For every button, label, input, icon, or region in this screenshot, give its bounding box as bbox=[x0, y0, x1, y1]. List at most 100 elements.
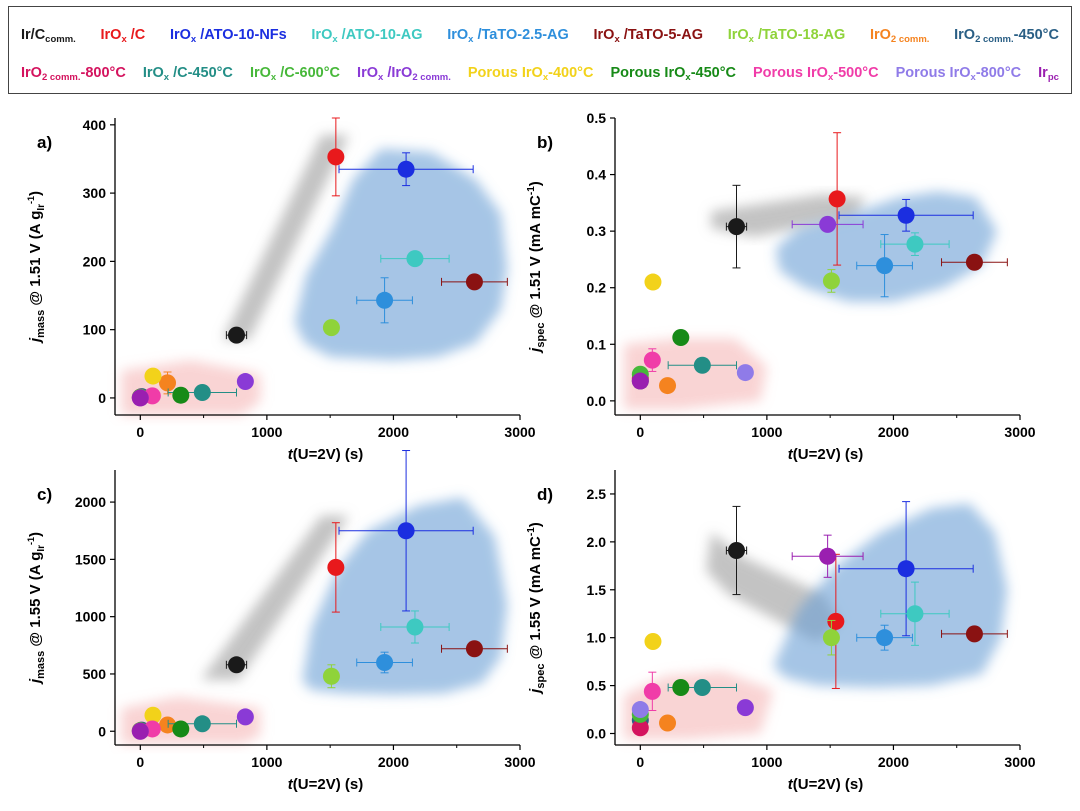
marker-irox_ato_ag bbox=[906, 605, 924, 623]
marker-iro2_comm bbox=[159, 716, 177, 734]
marker-porous_400 bbox=[644, 633, 662, 651]
data-point-iro2_comm bbox=[159, 716, 177, 734]
data-point-porous_500 bbox=[643, 671, 661, 712]
marker-irox_tato18 bbox=[322, 319, 340, 337]
data-point-irox_iro2 bbox=[736, 699, 754, 717]
x-tick-label: 0 bbox=[136, 424, 144, 440]
marker-irox_iro2 bbox=[236, 708, 254, 726]
data-point-iro2_comm bbox=[659, 377, 677, 395]
marker-irc_comm bbox=[228, 656, 245, 674]
data-point-irox_ato_nfs bbox=[838, 198, 974, 232]
y-tick-label: 0.5 bbox=[587, 110, 607, 126]
marker-irox_tato5 bbox=[965, 253, 983, 271]
data-point-irc_comm bbox=[225, 326, 248, 344]
marker-porous_450 bbox=[172, 720, 190, 738]
y-tick-label: 1.5 bbox=[587, 582, 607, 598]
shaded-region bbox=[222, 135, 350, 340]
legend-item-porous_800: Porous IrOx-800°C bbox=[895, 65, 1022, 83]
legend-item-irc_comm: Ir/Ccomm. bbox=[21, 27, 76, 45]
data-point-porous_400 bbox=[644, 633, 662, 651]
y-tick-label: 400 bbox=[83, 117, 107, 133]
y-axis-label: jspec @ 1.55 V (mA mC-1) bbox=[526, 522, 547, 695]
data-point-porous_400 bbox=[144, 367, 162, 385]
marker-irox_c bbox=[327, 148, 345, 166]
data-point-irox_tato18 bbox=[322, 319, 340, 337]
marker-iro2_comm bbox=[659, 377, 677, 395]
data-point-iro2_comm bbox=[659, 714, 677, 732]
data-point-porous_800 bbox=[631, 701, 649, 719]
marker-irox_tato25 bbox=[876, 629, 894, 647]
x-tick-label: 1000 bbox=[751, 754, 782, 770]
data-point-porous_450 bbox=[672, 679, 690, 697]
x-tick-label: 0 bbox=[136, 754, 144, 770]
marker-irox_ato_nfs bbox=[897, 560, 915, 578]
y-tick-label: 0 bbox=[98, 723, 106, 739]
marker-irox_iro2 bbox=[819, 215, 837, 233]
data-point-irox_tato5 bbox=[941, 253, 1008, 271]
marker-irox_iro2 bbox=[736, 699, 754, 717]
marker-iro2_comm bbox=[659, 714, 677, 732]
data-point-irc_comm bbox=[725, 505, 748, 596]
y-tick-label: 0.1 bbox=[587, 336, 607, 352]
data-point-irox_tato5 bbox=[941, 625, 1008, 643]
plot-panel-3: 0 1000 2000 3000 0 500 1000 1500 2000 c) t(U=2V) (… bbox=[26, 450, 536, 793]
plots-layer: 0 1000 2000 3000 0 100 200 300 400 a) t(U=2V) (s) j… bbox=[26, 110, 1036, 793]
data-point-iro2_comm_800 bbox=[631, 719, 649, 737]
data-point-irox_tato25 bbox=[856, 624, 913, 651]
x-tick-label: 3000 bbox=[504, 754, 535, 770]
marker-porous_500 bbox=[643, 351, 661, 369]
marker-irox_tato5 bbox=[465, 273, 483, 291]
y-tick-label: 200 bbox=[83, 253, 107, 269]
panel-label: a) bbox=[37, 133, 52, 152]
y-tick-label: 2.0 bbox=[587, 534, 607, 550]
x-axis-label: t(U=2V) (s) bbox=[788, 776, 863, 793]
data-point-irox_iro2 bbox=[236, 373, 254, 391]
data-point-porous_800 bbox=[736, 364, 754, 382]
data-point-irox_tato18 bbox=[822, 269, 840, 293]
x-tick-label: 1000 bbox=[251, 424, 282, 440]
legend-item-irox_c: IrOx /C bbox=[100, 27, 146, 45]
y-axis-label: jmass @ 1.51 V (A gIr-1) bbox=[26, 191, 47, 344]
plot-panel-1: 0 1000 2000 3000 0 100 200 300 400 a) t(U=2V) (s) j… bbox=[26, 117, 536, 463]
marker-porous_800 bbox=[736, 364, 754, 382]
marker-irox_c bbox=[327, 558, 345, 576]
y-tick-label: 1500 bbox=[75, 551, 106, 567]
data-point-irox_tato18 bbox=[322, 664, 340, 689]
data-point-irox_tato5 bbox=[441, 273, 508, 291]
x-tick-label: 0 bbox=[636, 754, 644, 770]
data-point-irox_tato25 bbox=[856, 234, 913, 298]
marker-ir_pc bbox=[819, 547, 837, 565]
data-point-irox_iro2 bbox=[791, 215, 864, 233]
y-tick-label: 1000 bbox=[75, 609, 106, 625]
marker-irox_tato25 bbox=[376, 291, 394, 309]
data-point-irox_c bbox=[327, 522, 345, 613]
marker-irox_c_450 bbox=[193, 715, 211, 733]
y-tick-label: 0.2 bbox=[587, 280, 607, 296]
legend-item-porous_450: Porous IrOx-450°C bbox=[610, 65, 736, 83]
marker-irox_ato_nfs bbox=[897, 206, 915, 224]
data-point-iro2_comm bbox=[159, 371, 177, 395]
marker-irox_ato_nfs bbox=[397, 522, 415, 540]
marker-irox_ato_ag bbox=[906, 235, 924, 253]
x-axis-label: t(U=2V) (s) bbox=[288, 446, 363, 463]
marker-irox_c bbox=[827, 612, 845, 630]
y-tick-label: 300 bbox=[83, 185, 107, 201]
marker-irc_comm bbox=[228, 326, 245, 344]
marker-irc_comm bbox=[728, 541, 745, 559]
legend-item-irox_tato5: IrOx /TaTO-5-AG bbox=[593, 27, 704, 45]
y-tick-label: 0.0 bbox=[587, 393, 607, 409]
legend-item-irox_iro2: IrOx /IrO2 comm. bbox=[357, 65, 451, 83]
plot-panel-2: 0 1000 2000 3000 0.0 0.1 0.2 0.3 0.4 0.5 b) t(U=2V)… bbox=[526, 110, 1036, 463]
y-tick-label: 0 bbox=[98, 390, 106, 406]
x-tick-label: 3000 bbox=[504, 424, 535, 440]
marker-irox_tato18 bbox=[822, 272, 840, 290]
x-tick-label: 2000 bbox=[378, 754, 409, 770]
shaded-region bbox=[201, 515, 350, 680]
legend-item-irox_c_450: IrOx /C-450°C bbox=[142, 65, 233, 83]
data-point-irox_ato_nfs bbox=[338, 450, 474, 612]
legend-item-iro2_comm: IrO2 comm. bbox=[869, 27, 930, 45]
data-point-porous_400 bbox=[144, 706, 162, 724]
x-tick-label: 2000 bbox=[378, 424, 409, 440]
marker-iro2_comm bbox=[159, 374, 177, 392]
marker-irox_tato5 bbox=[465, 640, 483, 658]
